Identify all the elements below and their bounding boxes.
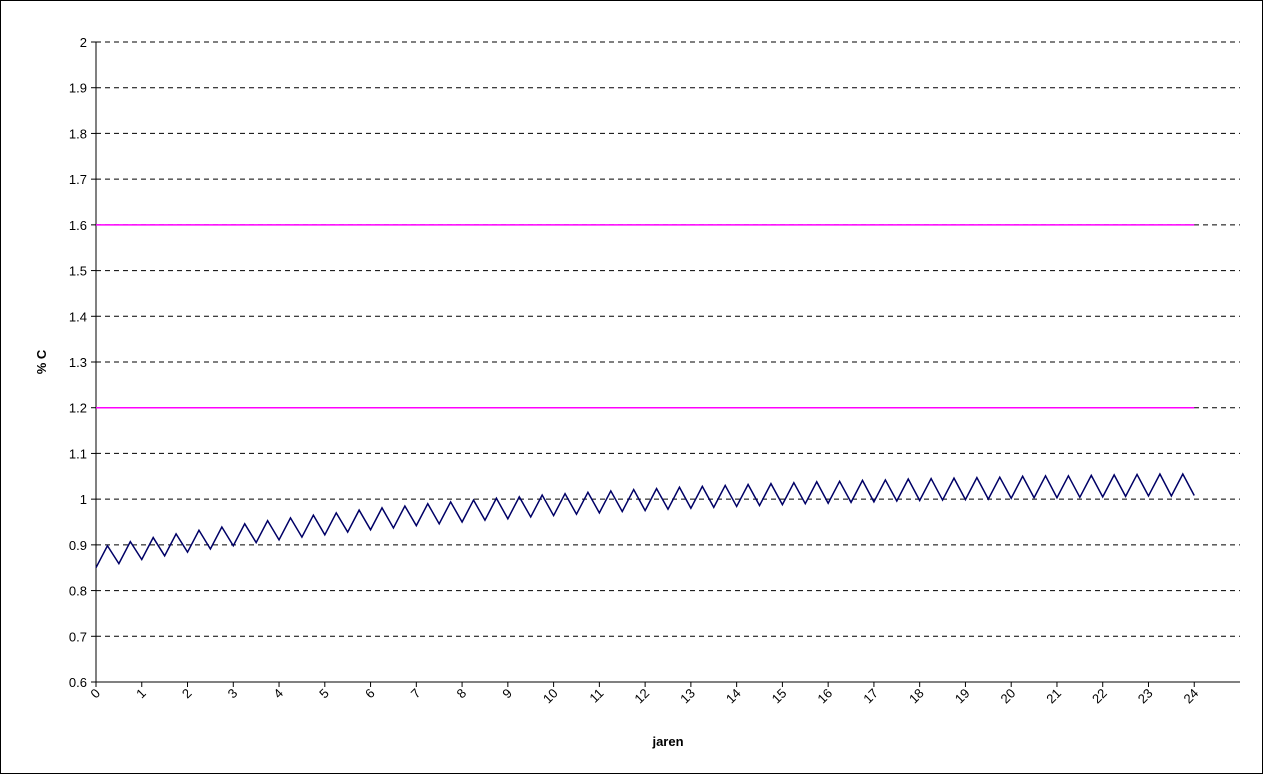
y-tick-label: 1 xyxy=(80,492,87,507)
y-tick-label: 0.7 xyxy=(69,629,87,644)
y-tick-label: 1.1 xyxy=(69,446,87,461)
y-tick-label: 1.4 xyxy=(69,309,87,324)
y-axis-title: % C xyxy=(34,349,49,374)
y-tick-label: 1.7 xyxy=(69,172,87,187)
x-axis-title: jaren xyxy=(651,734,683,749)
y-tick-label: 1.8 xyxy=(69,126,87,141)
y-tick-label: 0.9 xyxy=(69,538,87,553)
y-tick-label: 1.3 xyxy=(69,355,87,370)
y-tick-label: 1.6 xyxy=(69,218,87,233)
y-tick-label: 1.9 xyxy=(69,81,87,96)
y-tick-label: 1.5 xyxy=(69,264,87,279)
y-tick-label: 2 xyxy=(80,35,87,50)
y-tick-label: 0.8 xyxy=(69,584,87,599)
data-line xyxy=(95,472,1195,569)
y-tick-label: 0.6 xyxy=(69,675,87,690)
y-tick-label: 1.2 xyxy=(69,401,87,416)
